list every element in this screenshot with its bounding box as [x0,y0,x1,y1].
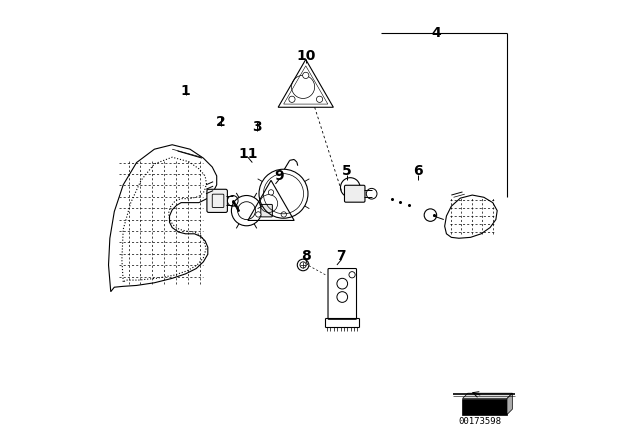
Polygon shape [507,393,513,414]
Text: 6: 6 [413,164,423,178]
Circle shape [316,96,323,103]
Circle shape [289,96,295,103]
Text: 9: 9 [274,169,284,183]
FancyBboxPatch shape [207,189,227,212]
Circle shape [303,72,309,78]
FancyBboxPatch shape [260,204,273,217]
Circle shape [268,190,274,195]
Text: 2: 2 [216,116,226,129]
Text: 7: 7 [337,249,346,263]
Text: 3: 3 [252,120,262,134]
Text: 8: 8 [301,249,310,263]
Polygon shape [463,399,507,414]
Text: 00173598: 00173598 [458,417,501,426]
Text: 10: 10 [296,49,316,63]
Text: 5: 5 [342,164,351,178]
Text: 4: 4 [431,26,440,39]
Text: 1: 1 [180,84,191,98]
Polygon shape [463,393,513,399]
Text: 11: 11 [238,146,258,161]
Circle shape [255,212,261,217]
Circle shape [281,212,287,217]
FancyBboxPatch shape [344,185,365,202]
